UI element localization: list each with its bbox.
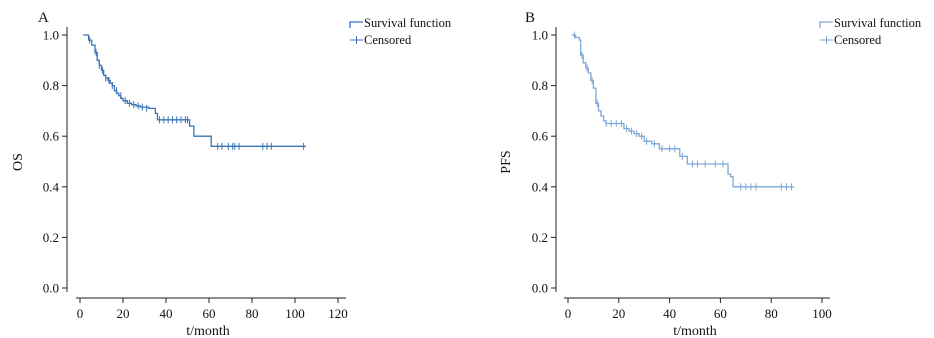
y-tick-label: 0.0 (532, 281, 548, 296)
y-tick-label: 0.8 (43, 78, 59, 93)
y-tick-label: 0.2 (532, 230, 548, 245)
x-tick-label: 0 (77, 306, 84, 321)
x-tick-label: 100 (285, 306, 305, 321)
y-tick-label: 0.6 (532, 129, 549, 144)
x-tick-label: 80 (246, 306, 259, 321)
x-tick-label: 120 (328, 306, 348, 321)
x-axis-title: t/month (673, 324, 717, 338)
legend-survival-swatch (349, 21, 363, 28)
y-tick-label: 0.6 (43, 129, 60, 144)
legend-survival-swatch (819, 21, 833, 28)
y-tick-label: 0.2 (43, 230, 59, 245)
x-tick-label: 40 (160, 306, 173, 321)
panel-label: B (525, 10, 535, 26)
y-tick-label: 0.4 (43, 179, 60, 194)
x-tick-label: 80 (765, 306, 778, 321)
x-tick-label: 0 (565, 306, 572, 321)
y-axis-title: PFS (499, 150, 514, 173)
y-tick-label: 1.0 (532, 28, 548, 43)
x-tick-label: 100 (812, 306, 832, 321)
panel-label: A (38, 10, 49, 26)
os-panel: A 0 20 40 60 80 100 120 0.0 0.2 0.4 0.6 0.8 1.0 OS t/mo… (11, 10, 452, 338)
x-tick-label: 40 (663, 306, 676, 321)
os-survival-curve (83, 34, 306, 147)
x-tick-label: 20 (612, 306, 625, 321)
pfs-panel: B 0 20 40 60 80 100 0.0 0.2 0.4 0.6 0.8 1.0 PFS t/mont… (499, 10, 922, 338)
x-tick-label: 60 (714, 306, 727, 321)
x-tick-label: 20 (117, 306, 130, 321)
y-tick-label: 0.4 (532, 179, 549, 194)
legend-censored-label: Censored (364, 33, 412, 47)
y-tick-label: 1.0 (43, 28, 59, 43)
y-axis-title: OS (11, 153, 26, 171)
legend-censored-label: Censored (834, 33, 882, 47)
pfs-survival-curve (571, 34, 795, 188)
y-tick-label: 0.8 (532, 78, 548, 93)
legend-survival-label: Survival function (364, 16, 452, 30)
y-tick-label: 0.0 (43, 281, 59, 296)
legend-survival-label: Survival function (834, 16, 922, 30)
x-tick-label: 60 (203, 306, 216, 321)
x-axis-title: t/month (186, 324, 230, 338)
